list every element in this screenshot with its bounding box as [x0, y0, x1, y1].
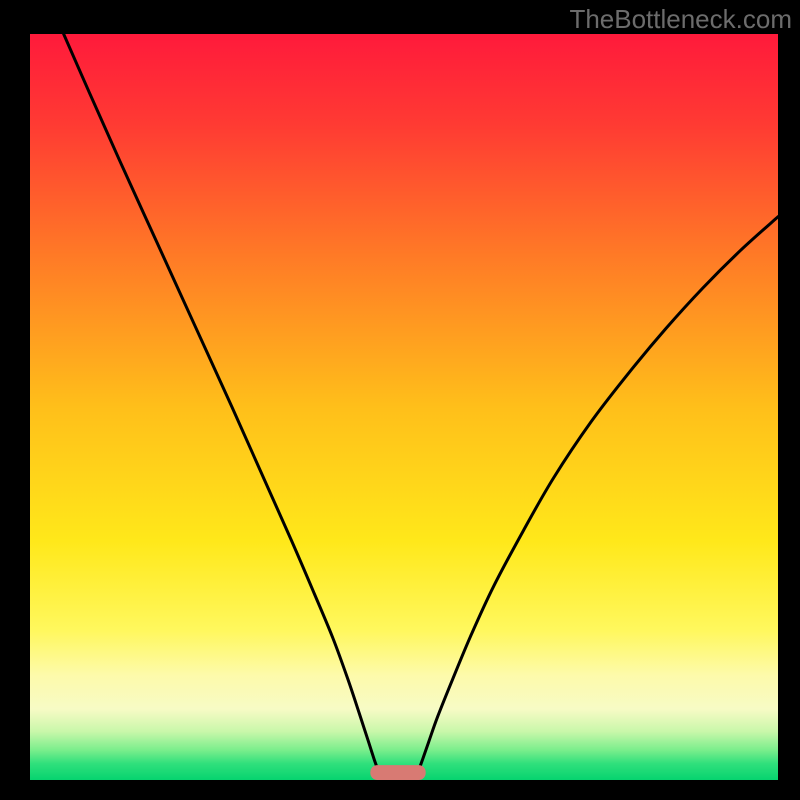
- watermark-text: TheBottleneck.com: [569, 4, 792, 35]
- left-curve: [64, 34, 378, 770]
- chart-border-bottom: [0, 780, 800, 800]
- plot-area: [30, 34, 778, 780]
- right-curve: [419, 217, 778, 770]
- valley-marker: [370, 765, 425, 780]
- chart-border-right: [778, 0, 800, 800]
- chart-border-left: [0, 0, 30, 800]
- bottleneck-curves: [30, 34, 778, 780]
